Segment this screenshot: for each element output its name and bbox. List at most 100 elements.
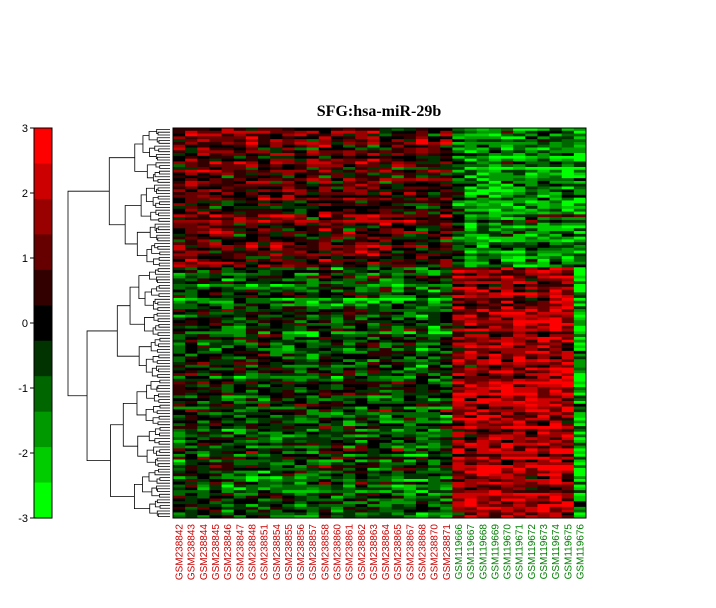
heatmap-cell — [561, 194, 575, 199]
heatmap-cell — [403, 373, 417, 377]
heatmap-cell — [476, 417, 490, 421]
heatmap-cell — [221, 144, 235, 148]
heatmap-cell — [391, 490, 405, 494]
heatmap-cell — [391, 133, 405, 137]
heatmap-cell — [561, 189, 575, 193]
heatmap-cell — [306, 139, 320, 143]
heatmap-cell — [537, 423, 550, 427]
heatmap-cell — [209, 203, 222, 207]
heatmap-cell — [379, 278, 393, 282]
heatmap-cell — [488, 398, 502, 402]
heatmap-cell — [282, 470, 295, 474]
heatmap-cell — [306, 350, 320, 355]
heatmap-cell — [391, 342, 405, 346]
heatmap-cell — [306, 353, 320, 357]
heatmap-cell — [476, 384, 490, 388]
heatmap-cell — [245, 487, 259, 491]
heatmap-cell — [294, 161, 308, 165]
heatmap-cell — [513, 381, 526, 385]
heatmap-cell — [403, 506, 417, 511]
dendrogram-branch — [156, 450, 170, 456]
colorbar-segment — [34, 376, 52, 413]
heatmap-cell — [561, 384, 575, 388]
heatmap-cell — [197, 164, 210, 168]
heatmap-cell — [294, 506, 308, 511]
heatmap-cell — [488, 208, 502, 212]
heatmap-cell — [391, 270, 405, 274]
heatmap-cell — [233, 247, 247, 251]
heatmap-cell — [452, 370, 465, 374]
heatmap-cell — [209, 214, 222, 218]
heatmap-cell — [197, 317, 210, 321]
heatmap-cell — [367, 479, 380, 483]
heatmap-cell — [209, 303, 222, 307]
heatmap-cell — [318, 194, 332, 199]
heatmap-cell — [379, 389, 393, 394]
heatmap-cell — [245, 459, 259, 463]
heatmap-cell — [525, 219, 538, 224]
heatmap-cell — [513, 470, 526, 474]
heatmap-cell — [513, 476, 526, 480]
heatmap-cell — [367, 147, 380, 151]
heatmap-cell — [476, 378, 490, 382]
heatmap-cell — [500, 217, 514, 221]
heatmap-cell — [318, 428, 332, 433]
heatmap-cell — [197, 236, 210, 240]
heatmap-cell — [367, 158, 380, 162]
heatmap-cell — [221, 323, 235, 327]
heatmap-cell — [367, 136, 380, 140]
heatmap-cell — [379, 398, 393, 402]
heatmap-cell — [513, 275, 526, 279]
heatmap-cell — [197, 331, 210, 335]
heatmap-cell — [379, 515, 393, 519]
heatmap-cell — [403, 178, 417, 182]
heatmap-cell — [367, 470, 380, 474]
heatmap-cell — [476, 200, 490, 204]
dendrogram-branch — [157, 195, 170, 200]
dendrogram-branch — [157, 318, 170, 323]
heatmap-cell — [379, 353, 393, 357]
heatmap-cell — [209, 323, 222, 327]
heatmap-cell — [306, 295, 320, 299]
heatmap-cell — [221, 339, 235, 343]
heatmap-cell — [343, 245, 356, 249]
heatmap-cell — [525, 286, 538, 290]
heatmap-cell — [197, 456, 210, 460]
heatmap-cell — [367, 253, 380, 257]
heatmap-cell — [245, 512, 259, 516]
heatmap-cell — [391, 395, 405, 399]
sample-label: GSM238862 — [357, 524, 368, 581]
heatmap-cell — [245, 133, 259, 137]
heatmap-cell — [258, 389, 271, 394]
heatmap-cell — [525, 172, 538, 176]
heatmap-cell — [173, 278, 186, 282]
heatmap-cell — [464, 431, 478, 435]
heatmap-cell — [549, 381, 563, 385]
heatmap-cell — [197, 434, 210, 438]
heatmap-cell — [330, 378, 344, 382]
heatmap-cell — [549, 339, 563, 343]
heatmap-cell — [330, 362, 344, 366]
heatmap-cell — [209, 492, 222, 497]
heatmap-cell — [379, 370, 393, 374]
heatmap-cell — [185, 350, 198, 355]
heatmap-cell — [476, 284, 490, 288]
heatmap-cell — [452, 233, 465, 238]
heatmap-cell — [343, 289, 356, 293]
heatmap-cell — [415, 387, 429, 391]
heatmap-cell — [440, 267, 453, 271]
heatmap-cell — [391, 498, 405, 502]
heatmap-cell — [355, 409, 368, 413]
heatmap-cell — [513, 389, 526, 394]
heatmap-cell — [573, 501, 587, 505]
heatmap-cell — [294, 428, 308, 433]
heatmap-cell — [549, 336, 563, 341]
heatmap-cell — [355, 164, 368, 168]
heatmap-cell — [464, 481, 478, 485]
heatmap-cell — [282, 270, 295, 274]
heatmap-cell — [209, 147, 222, 151]
heatmap-cell — [440, 275, 453, 279]
dendrogram-branch — [146, 249, 154, 263]
heatmap-cell — [391, 242, 405, 246]
heatmap-cell — [549, 373, 563, 377]
